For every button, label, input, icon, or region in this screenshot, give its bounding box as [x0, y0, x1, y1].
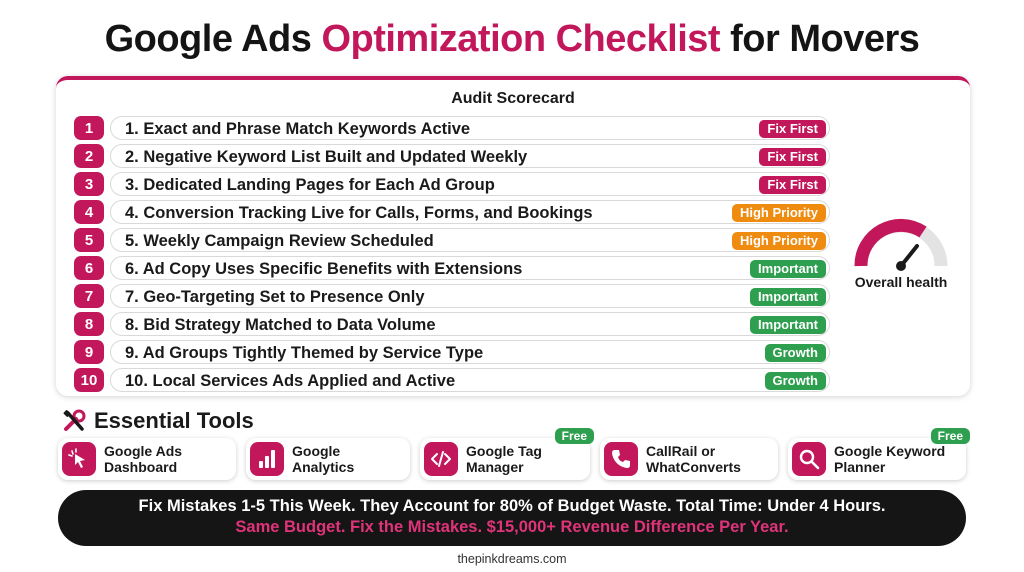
item-text: 9. Ad Groups Tightly Themed by Service T…: [125, 344, 484, 362]
tool-label-line1: CallRail or: [646, 443, 716, 459]
bar-chart-icon: [250, 442, 284, 476]
item-number: 10: [74, 368, 104, 392]
tool-card-google-analytics[interactable]: Google Analytics: [246, 438, 410, 480]
item-text: 7. Geo-Targeting Set to Presence Only: [125, 288, 425, 306]
item-text: 6. Ad Copy Uses Specific Benefits with E…: [125, 260, 523, 278]
phone-icon: [604, 442, 638, 476]
free-badge: Free: [930, 428, 970, 444]
priority-badge: Growth: [764, 371, 826, 390]
priority-badge: Important: [750, 315, 826, 334]
item-text: 3. Dedicated Landing Pages for Each Ad G…: [125, 176, 495, 194]
footer-credit: thepinkdreams.com: [457, 552, 567, 566]
audit-scorecard: Audit Scorecard 1 1. Exact and Phrase Ma…: [56, 76, 970, 396]
banner-line2: Same Budget. Fix the Mistakes. $15,000+ …: [235, 518, 789, 536]
checklist-row-9: 9 9. Ad Groups Tightly Themed by Service…: [74, 340, 830, 364]
gauge-label: Overall health: [854, 274, 948, 290]
checklist-item: 5. Weekly Campaign Review Scheduled High…: [110, 228, 830, 252]
priority-badge: Fix First: [759, 147, 826, 166]
item-text: 8. Bid Strategy Matched to Data Volume: [125, 316, 436, 334]
item-text: 4. Conversion Tracking Live for Calls, F…: [125, 204, 593, 222]
item-number: 8: [74, 312, 104, 336]
item-text: 1. Exact and Phrase Match Keywords Activ…: [125, 120, 471, 138]
free-badge: Free: [554, 428, 594, 444]
checklist-row-1: 1 1. Exact and Phrase Match Keywords Act…: [74, 116, 830, 140]
item-number: 3: [74, 172, 104, 196]
summary-banner: Fix Mistakes 1-5 This Week. They Account…: [58, 490, 966, 546]
banner-line1: Fix Mistakes 1-5 This Week. They Account…: [138, 497, 886, 515]
tool-card-google-tag-manager[interactable]: Google Tag Manager Free: [420, 428, 594, 480]
checklist-item: 6. Ad Copy Uses Specific Benefits with E…: [110, 256, 830, 280]
tool-card-keyword-planner[interactable]: Google Keyword Planner Free: [788, 428, 970, 480]
tool-label: Google Ads Dashboard: [104, 443, 182, 475]
item-number: 2: [74, 144, 104, 168]
tools-title: Essential Tools: [94, 408, 254, 433]
priority-badge: Growth: [764, 343, 826, 362]
code-icon: [424, 442, 458, 476]
priority-badge: Fix First: [759, 175, 826, 194]
checklist-item: 10. Local Services Ads Applied and Activ…: [110, 368, 830, 392]
item-number: 9: [74, 340, 104, 364]
checklist-row-3: 3 3. Dedicated Landing Pages for Each Ad…: [74, 172, 830, 196]
checklist-item: 3. Dedicated Landing Pages for Each Ad G…: [110, 172, 830, 196]
tool-card-google-ads[interactable]: Google Ads Dashboard: [58, 438, 236, 480]
tool-label-line2: Analytics: [292, 459, 355, 475]
tool-label-line2: Planner: [834, 459, 886, 475]
item-text: 2. Negative Keyword List Built and Updat…: [125, 148, 528, 166]
tool-label-line1: Google Tag: [466, 443, 542, 459]
checklist-item: 1. Exact and Phrase Match Keywords Activ…: [110, 116, 830, 140]
priority-badge: Important: [750, 259, 826, 278]
checklist-item: 7. Geo-Targeting Set to Presence Only Im…: [110, 284, 830, 308]
priority-badge: High Priority: [731, 203, 826, 222]
checklist-row-7: 7 7. Geo-Targeting Set to Presence Only …: [74, 284, 830, 308]
checklist-item: 2. Negative Keyword List Built and Updat…: [110, 144, 830, 168]
tool-label: CallRail or WhatConverts: [646, 443, 741, 475]
priority-badge: Fix First: [759, 119, 826, 138]
tools-heading: Essential Tools: [62, 408, 254, 434]
tool-label: Google Tag Manager: [466, 443, 542, 475]
item-text: 10. Local Services Ads Applied and Activ…: [125, 372, 456, 390]
page-title: Google Ads Optimization Checklist for Mo…: [0, 18, 1024, 61]
gauge-icon: [854, 218, 948, 271]
scorecard-title: Audit Scorecard: [451, 90, 575, 107]
tool-label-line1: Google Ads: [104, 443, 183, 459]
tool-label-line1: Google Keyword: [834, 443, 946, 459]
tool-label: Google Keyword Planner: [834, 443, 945, 475]
item-number: 4: [74, 200, 104, 224]
tool-label-line2: WhatConverts: [646, 459, 741, 475]
health-gauge: Overall health: [846, 216, 956, 290]
item-text: 5. Weekly Campaign Review Scheduled: [125, 232, 434, 250]
checklist-row-10: 10 10. Local Services Ads Applied and Ac…: [74, 368, 830, 392]
tool-label-line1: Google: [292, 443, 341, 459]
checklist-item: 4. Conversion Tracking Live for Calls, F…: [110, 200, 830, 224]
checklist-row-8: 8 8. Bid Strategy Matched to Data Volume…: [74, 312, 830, 336]
search-icon: [792, 442, 826, 476]
checklist-row-6: 6 6. Ad Copy Uses Specific Benefits with…: [74, 256, 830, 280]
cursor-click-icon: [62, 442, 96, 476]
checklist-item: 8. Bid Strategy Matched to Data Volume I…: [110, 312, 830, 336]
priority-badge: Important: [750, 287, 826, 306]
checklist-item: 9. Ad Groups Tightly Themed by Service T…: [110, 340, 830, 364]
item-number: 1: [74, 116, 104, 140]
checklist-row-5: 5 5. Weekly Campaign Review Scheduled Hi…: [74, 228, 830, 252]
tool-label-line2: Dashboard: [104, 459, 178, 475]
title-suffix: for Movers: [730, 18, 920, 60]
tool-card-callrail[interactable]: CallRail or WhatConverts: [600, 438, 778, 480]
item-number: 5: [74, 228, 104, 252]
title-prefix: Google Ads: [104, 18, 312, 60]
priority-badge: High Priority: [731, 231, 826, 250]
tool-label: Google Analytics: [292, 443, 354, 475]
checklist-row-2: 2 2. Negative Keyword List Built and Upd…: [74, 144, 830, 168]
title-accent: Optimization Checklist: [321, 18, 721, 60]
tools-icon: [63, 409, 86, 431]
item-number: 7: [74, 284, 104, 308]
item-number: 6: [74, 256, 104, 280]
checklist-row-4: 4 4. Conversion Tracking Live for Calls,…: [74, 200, 830, 224]
tool-label-line2: Manager: [466, 459, 524, 475]
